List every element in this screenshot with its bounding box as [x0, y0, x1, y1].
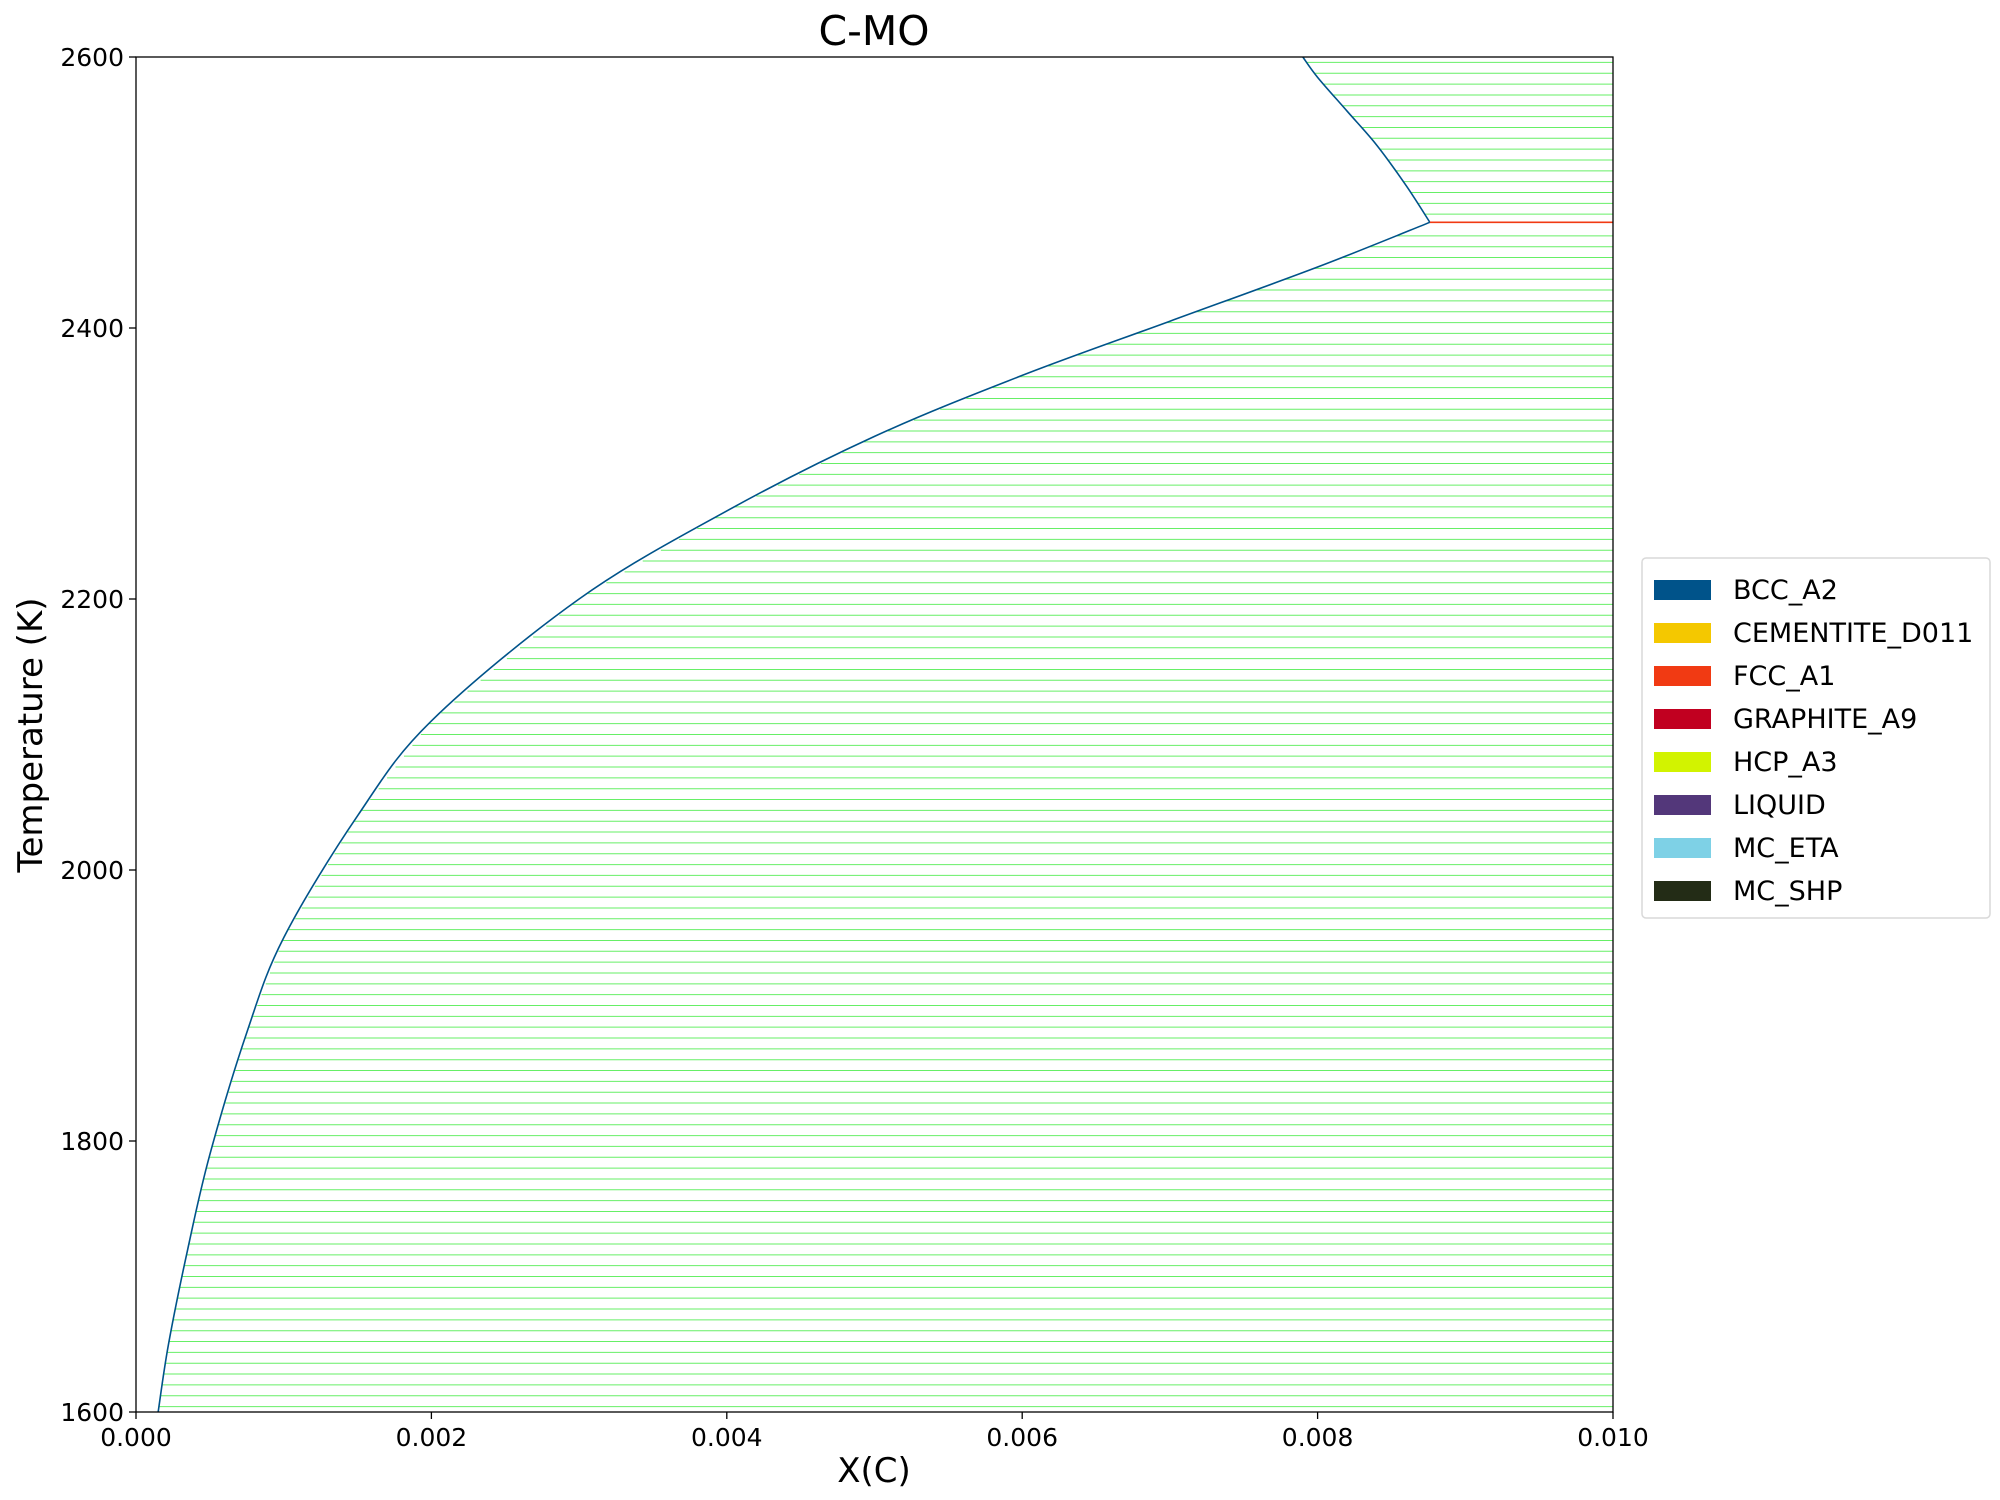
- plot-frame: [135, 56, 1614, 1413]
- legend-swatch-liquid: [1654, 795, 1711, 815]
- x-axis: 0.000 0.002 0.004 0.006 0.008 0.010: [100, 1412, 1649, 1452]
- legend-label-bcc_a2: BCC_A2: [1733, 575, 1838, 606]
- x-tick-label: 0.000: [100, 1423, 172, 1452]
- phase-boundary-bcc_a2-0: [157, 221, 1431, 1412]
- x-tick-label: 0.002: [396, 1423, 468, 1452]
- y-tick-label: 2600: [60, 43, 124, 72]
- y-tick-label: 1800: [60, 1127, 124, 1156]
- legend-swatch-mc_eta: [1654, 838, 1711, 858]
- legend-swatch-hcp_a3: [1654, 752, 1711, 772]
- legend-swatch-mc_shp: [1654, 881, 1711, 901]
- legend-label-liquid: LIQUID: [1733, 790, 1826, 821]
- legend-box: [1641, 557, 1991, 919]
- x-tick-label: 0.006: [986, 1423, 1058, 1452]
- legend-swatch-fcc_a1: [1654, 666, 1711, 686]
- legend-swatch-graphite_a9: [1654, 709, 1711, 729]
- legend-swatch-bcc_a2: [1654, 580, 1711, 600]
- y-axis-title: Temperature (K): [11, 597, 51, 873]
- y-tick-label: 2400: [60, 314, 124, 343]
- y-tick-label: 1600: [60, 1398, 124, 1427]
- legend-label-graphite_a9: GRAPHITE_A9: [1733, 704, 1917, 735]
- y-tick-label: 2200: [60, 585, 124, 614]
- legend-label-mc_eta: MC_ETA: [1733, 833, 1839, 864]
- tie-line-group: [158, 61, 1613, 1408]
- x-axis-title: X(C): [837, 1451, 911, 1491]
- x-tick-label: 0.008: [1282, 1423, 1354, 1452]
- legend-label-cementite_d011: CEMENTITE_D011: [1733, 618, 1973, 649]
- y-axis: 1600 1800 2000 2200 2400 2600: [60, 43, 136, 1427]
- legend-label-fcc_a1: FCC_A1: [1733, 661, 1835, 692]
- y-tick-label: 2000: [60, 856, 124, 885]
- legend: BCC_A2 CEMENTITE_D011 FCC_A1 GRAPHITE_A9 HCP…: [1641, 557, 1991, 919]
- chart-title: C-MO: [818, 7, 929, 55]
- legend-label-mc_shp: MC_SHP: [1733, 876, 1842, 907]
- legend-swatch-cementite_d011: [1654, 623, 1711, 643]
- phase-boundary-group: [157, 57, 1613, 1412]
- legend-label-hcp_a3: HCP_A3: [1733, 747, 1838, 778]
- x-tick-label: 0.004: [691, 1423, 763, 1452]
- phase-boundary-bcc_a2-1: [1302, 57, 1431, 223]
- x-tick-label: 0.010: [1577, 1423, 1649, 1452]
